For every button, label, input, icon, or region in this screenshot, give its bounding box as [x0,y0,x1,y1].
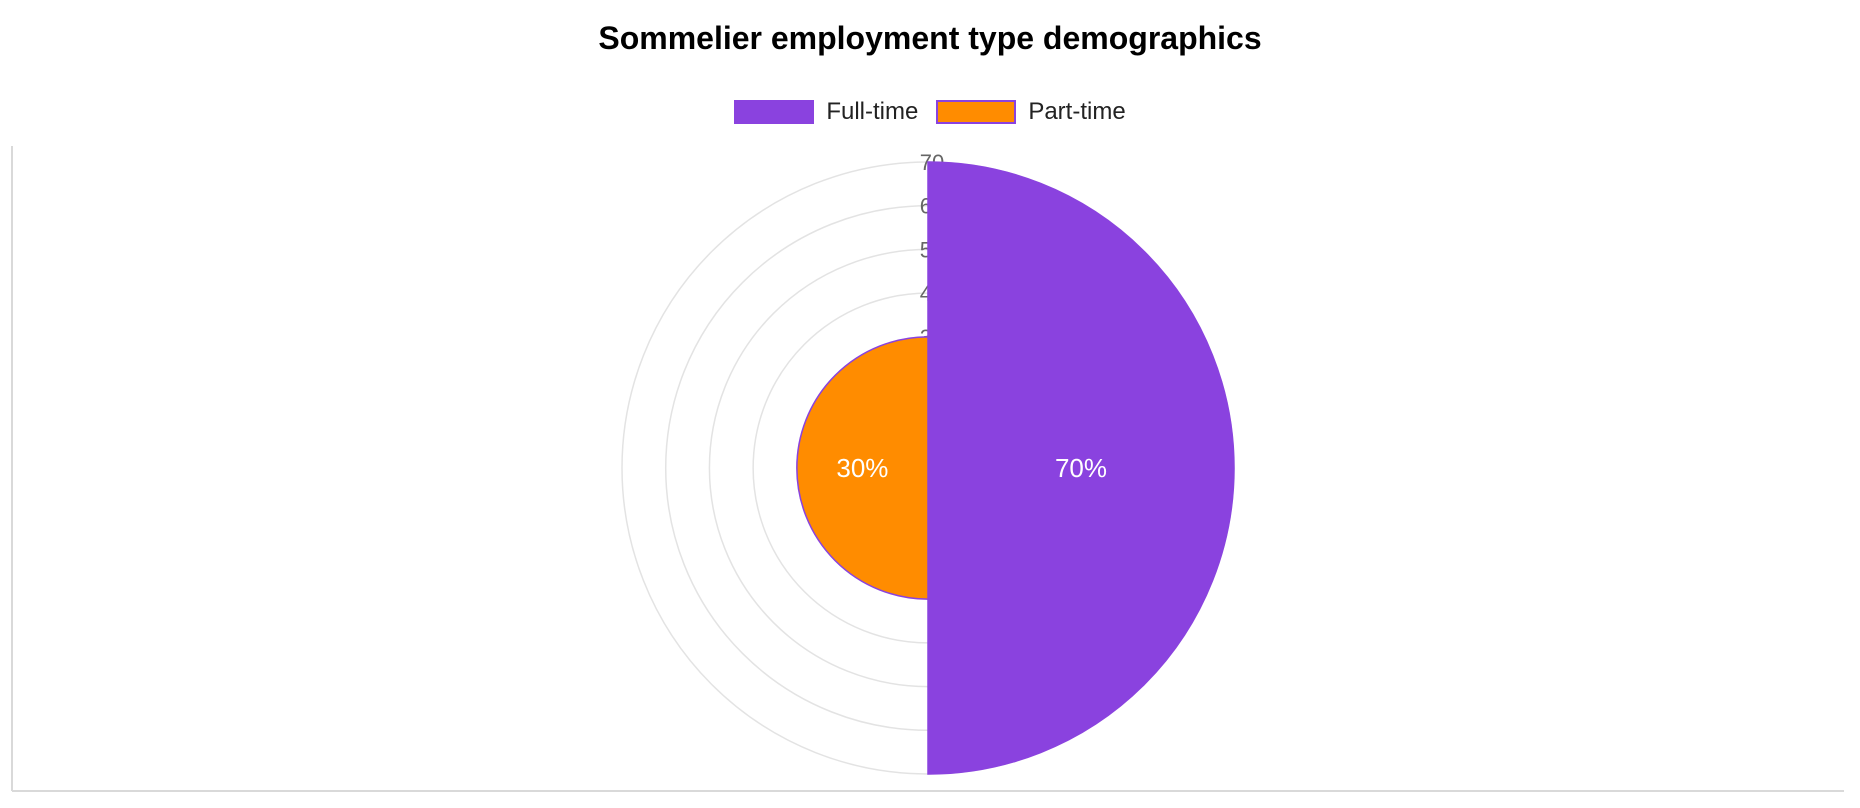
legend-swatch-part-time [936,100,1017,124]
sector-part-time [796,336,929,600]
chart-title: Sommelier employment type demographics [598,20,1262,56]
data-label-part-time: 30% [836,453,888,483]
legend-item-full-time[interactable]: Full-time [734,98,918,126]
legend-item-part-time[interactable]: Part-time [936,98,1126,126]
data-label-full-time: 70% [1055,453,1107,483]
legend-swatch-full-time [734,100,815,124]
legend: Full-time Part-time [0,98,1860,126]
legend-label-part-time: Part-time [1028,98,1126,125]
legend-label-full-time: Full-time [826,98,919,125]
sector-full-time [927,161,1235,775]
